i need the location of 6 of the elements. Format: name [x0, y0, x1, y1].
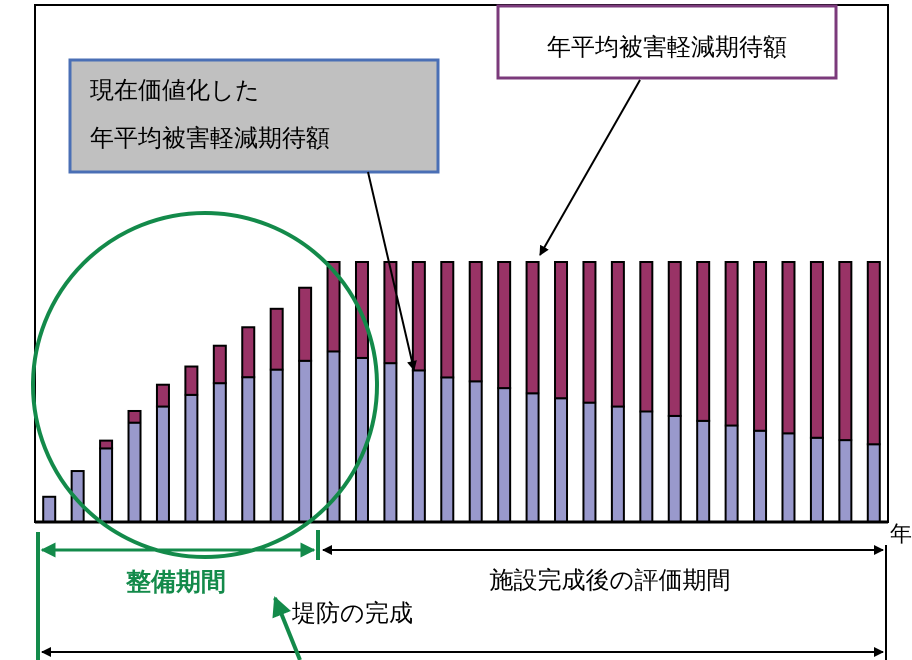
text: 施設完成後の評価期間 — [490, 566, 730, 594]
callout-series: 年平均被害軽減期待額 — [496, 4, 838, 256]
text: 堤防の完成 — [291, 599, 413, 627]
x-axis-title: 年 — [890, 522, 912, 547]
callout-series: 現在価値化した 年平均被害軽減期待額 — [68, 58, 440, 371]
text: 整備期間 — [125, 567, 226, 596]
